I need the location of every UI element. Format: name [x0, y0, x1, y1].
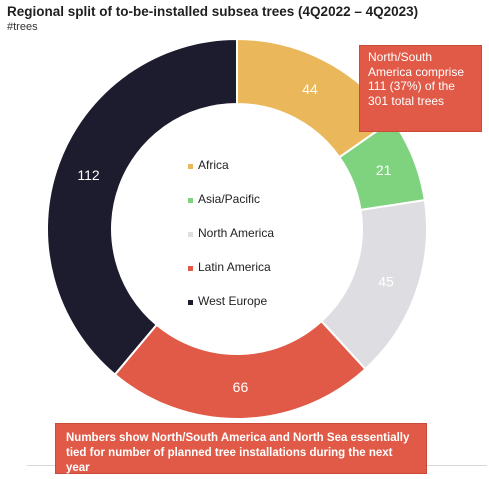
value-label-north-america: 45: [378, 273, 394, 289]
legend-swatch-north-america: [188, 232, 193, 237]
callout-americas-share: North/South America comprise 111 (37%) o…: [359, 45, 482, 132]
callout-summary: Numbers show North/South America and Nor…: [55, 423, 427, 474]
legend-swatch-asia-pacific: [188, 198, 193, 203]
slice-latin-america: [113, 319, 367, 420]
legend-label-africa: Africa: [198, 158, 229, 172]
chart-title: Regional split of to-be-installed subsea…: [7, 4, 419, 19]
slice-west-europe: [46, 37, 238, 376]
value-label-africa: 44: [302, 81, 318, 97]
legend-swatch-latin-america: [188, 266, 193, 271]
legend-label-north-america: North America: [198, 226, 274, 240]
value-label-latin-america: 66: [233, 379, 249, 395]
legend-swatch-west-europe: [188, 300, 193, 305]
legend-swatch-africa: [188, 164, 193, 169]
legend-label-latin-america: Latin America: [198, 260, 271, 274]
value-label-west-europe: 112: [77, 167, 100, 183]
value-label-asia-pacific: 21: [376, 162, 392, 178]
legend-label-west-europe: West Europe: [198, 294, 267, 308]
chart-subtitle: #trees: [7, 21, 38, 33]
legend-label-asia-pacific: Asia/Pacific: [198, 192, 260, 206]
